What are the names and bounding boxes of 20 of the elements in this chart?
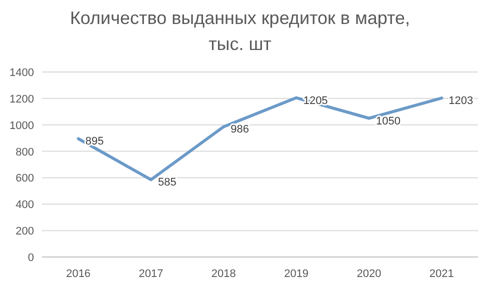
x-tick-label: 2016 (66, 268, 91, 280)
data-label: 1050 (376, 115, 400, 128)
x-tick-label: 2018 (211, 268, 236, 280)
y-tick-label: 200 (16, 226, 34, 238)
y-tick-label: 0 (28, 252, 34, 264)
y-tick-label: 1200 (10, 93, 34, 106)
y-tick-label: 800 (16, 146, 34, 158)
x-tick-label: 2021 (429, 268, 454, 280)
y-tick-label: 1000 (10, 120, 34, 132)
data-label: 585 (158, 176, 176, 189)
data-label: 895 (85, 136, 104, 148)
y-tick-label: 1400 (10, 67, 34, 79)
x-tick-label: 2020 (356, 268, 382, 280)
x-tick-label: 2019 (284, 268, 309, 280)
data-label: 986 (230, 124, 250, 136)
data-label: 1203 (448, 95, 474, 108)
chart-title: Количество выданных кредиток в марте, тыс. шт (70, 8, 410, 54)
y-tick-label: 600 (16, 172, 34, 185)
x-tick-label: 2017 (138, 268, 164, 280)
y-tick-label: 400 (16, 199, 34, 212)
